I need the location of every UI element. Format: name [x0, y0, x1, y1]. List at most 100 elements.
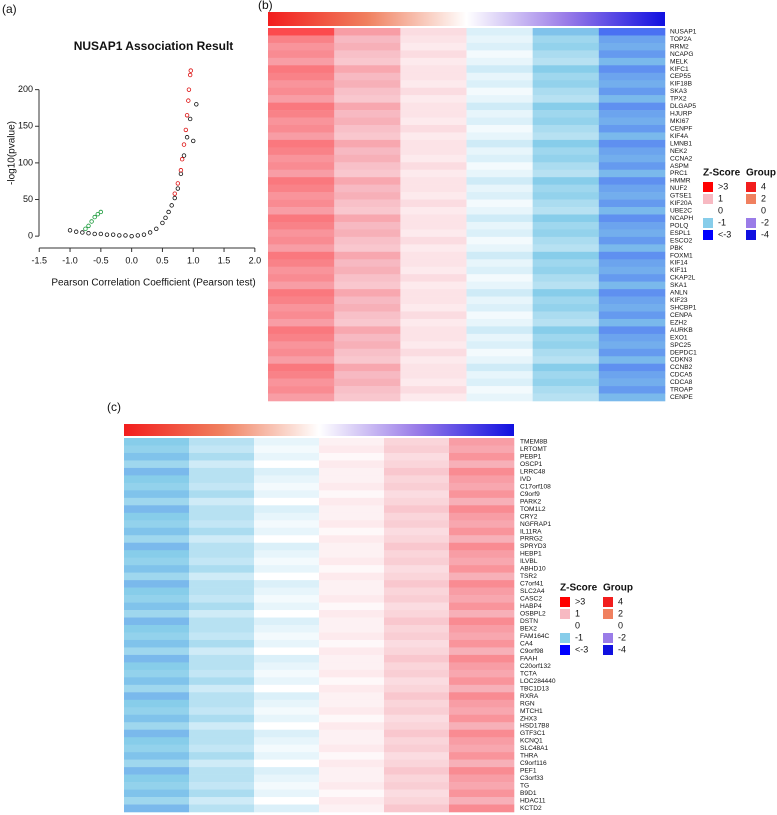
- heat-cell: [254, 744, 320, 753]
- heat-cell: [449, 804, 515, 813]
- heat-cell: [598, 259, 666, 268]
- heat-cell: [254, 759, 320, 768]
- x-tick-label: -0.5: [93, 255, 109, 265]
- heat-cell: [532, 28, 600, 36]
- heat-cell: [598, 50, 666, 59]
- row-label: OSCP1: [520, 461, 543, 468]
- heat-cell: [400, 57, 467, 66]
- point: [129, 233, 134, 239]
- heat-cell: [268, 147, 335, 156]
- legend-title: Z-Score: [703, 168, 741, 179]
- heat-cell: [319, 632, 385, 641]
- heat-cell: [400, 304, 467, 312]
- heat-cell: [334, 162, 401, 171]
- heat-cell: [319, 767, 385, 775]
- group-bar: [124, 424, 514, 436]
- heat-cell: [319, 617, 385, 626]
- row-label: CDCA5: [670, 372, 693, 379]
- row-label: THRA: [520, 753, 539, 760]
- heat-cell: [124, 737, 190, 745]
- heat-cell: [598, 363, 666, 372]
- heat-cell: [189, 550, 255, 558]
- legend-label: 1: [718, 193, 723, 203]
- heat-cell: [268, 35, 335, 44]
- heat-cell: [268, 281, 335, 290]
- row-label: CKAP2L: [670, 275, 696, 282]
- point: [86, 231, 91, 236]
- heat-cell: [532, 318, 600, 327]
- heat-cell: [189, 438, 255, 446]
- heat-cell: [254, 438, 320, 446]
- heat-cell: [334, 199, 401, 208]
- legend-swatch: [703, 206, 713, 216]
- heat-cell: [466, 386, 533, 394]
- heat-cell: [400, 393, 467, 402]
- heat-cell: [466, 214, 533, 223]
- heat-cell: [449, 639, 515, 648]
- legend-swatch: [703, 230, 713, 240]
- heat-cell: [466, 244, 533, 253]
- heat-cell: [384, 467, 450, 476]
- heat-cell: [334, 124, 401, 133]
- heat-cell: [189, 647, 255, 656]
- heat-cell: [268, 95, 335, 103]
- heat-cell: [319, 497, 385, 506]
- heat-cell: [384, 550, 450, 558]
- heat-cell: [598, 87, 666, 96]
- heat-cell: [400, 274, 467, 282]
- heat-cell: [400, 348, 467, 357]
- legend-title: Z-Score: [560, 583, 598, 594]
- heat-cell: [124, 595, 190, 603]
- heat-cell: [449, 550, 515, 558]
- point: [181, 142, 187, 147]
- heat-cell: [268, 229, 335, 238]
- heat-cell: [254, 789, 320, 798]
- heat-cell: [268, 87, 335, 96]
- row-label: NGFRAP1: [520, 521, 551, 528]
- heat-cell: [254, 707, 320, 716]
- row-label: ILVBL: [520, 558, 538, 565]
- heat-cell: [268, 132, 335, 141]
- row-label: TPX2: [670, 96, 687, 103]
- heat-cell: [268, 72, 335, 81]
- heat-cell: [319, 572, 385, 581]
- heat-cell: [400, 117, 467, 126]
- heat-cell: [532, 363, 600, 372]
- point: [184, 113, 190, 118]
- heat-cell: [449, 527, 515, 536]
- heat-cell: [124, 752, 190, 760]
- heat-cell: [449, 602, 515, 611]
- row-label: CEP55: [670, 73, 691, 80]
- heat-cell: [334, 192, 401, 200]
- row-label: CRY2: [520, 513, 538, 520]
- heat-cell: [449, 490, 515, 499]
- heat-cell: [189, 587, 255, 596]
- heat-cell: [124, 610, 190, 618]
- heat-cell: [384, 669, 450, 678]
- heat-cell: [400, 214, 467, 223]
- legend-label: 0: [718, 205, 723, 215]
- row-label: C9orf9: [520, 491, 540, 498]
- heat-cell: [334, 154, 401, 163]
- legend-swatch: [746, 218, 756, 228]
- point: [95, 211, 100, 217]
- heat-cell: [598, 72, 666, 81]
- heat-cell: [384, 617, 450, 626]
- heat-cell: [466, 192, 533, 200]
- row-label: ASPM: [670, 163, 689, 170]
- heat-cell: [532, 311, 600, 320]
- heat-cell: [268, 386, 335, 394]
- heat-cell: [449, 610, 515, 618]
- row-label: C9orf116: [520, 760, 547, 767]
- heat-cell: [466, 35, 533, 44]
- heat-cell: [598, 132, 666, 141]
- heat-cell: [268, 274, 335, 282]
- heat-cell: [532, 124, 600, 133]
- row-label: EZH2: [670, 319, 687, 326]
- heat-cell: [532, 65, 600, 74]
- row-label: ABHD10: [520, 566, 546, 573]
- row-label: BEX2: [520, 625, 537, 632]
- heat-cell: [334, 259, 401, 268]
- row-label: NUSAP1: [670, 28, 697, 35]
- x-tick-label: -1.5: [31, 255, 47, 265]
